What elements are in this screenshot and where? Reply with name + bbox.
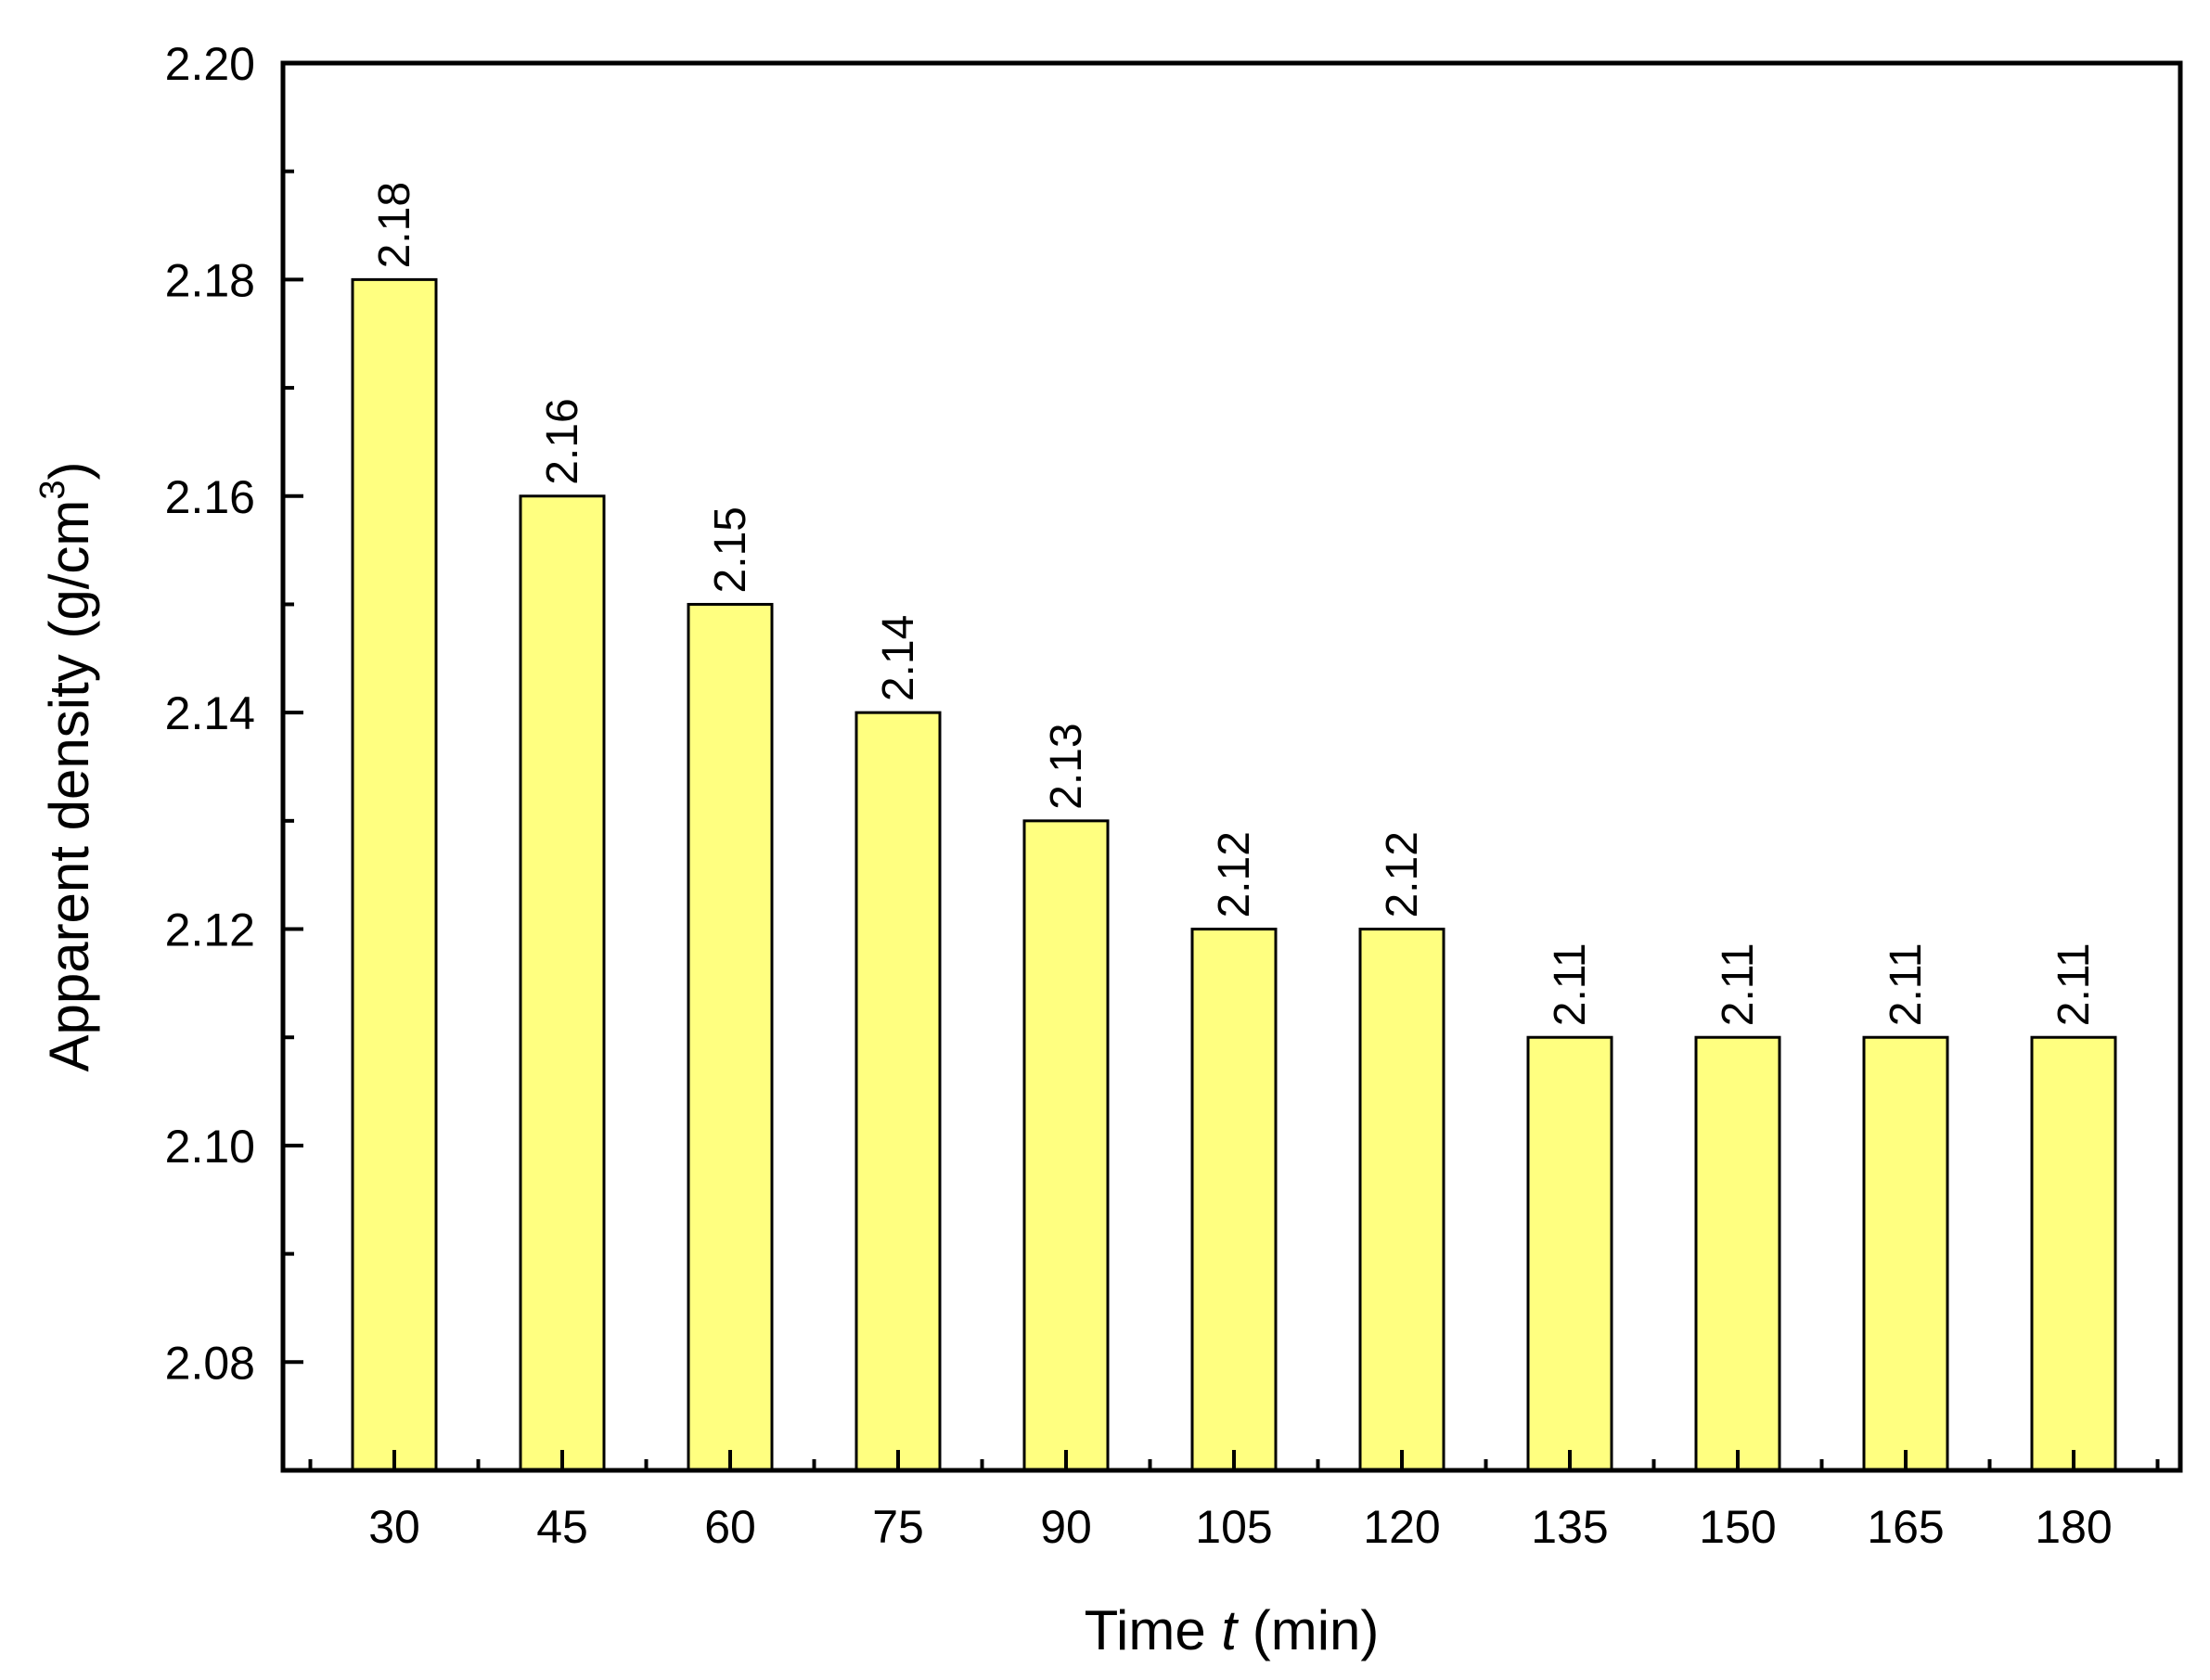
x-tick-labels-group: 30 45 60 75 90 105 120 135 150 165 180 [368, 1501, 2113, 1553]
x-tick-label: 120 [1363, 1501, 1440, 1553]
x-tick-label: 60 [704, 1501, 756, 1553]
y-axis-label-close: ) [38, 461, 100, 480]
plot-frame [280, 60, 2183, 1473]
x-tick-label: 45 [536, 1501, 588, 1553]
y-axis-label-superscript: 3 [33, 480, 72, 499]
bar-75 [854, 711, 942, 1472]
x-tick-label: 180 [2035, 1501, 2112, 1553]
bar-135 [1526, 1035, 1613, 1472]
x-axis-label: Time t (min) [1085, 1599, 1380, 1661]
x-tick-label: 150 [1699, 1501, 1776, 1553]
bar-45 [519, 494, 606, 1472]
y-tick-label: 2.14 [165, 687, 255, 739]
y-tick-label: 2.08 [165, 1337, 255, 1389]
bar-value-label-90: 2.13 [1042, 723, 1091, 809]
y-tick-labels-group: 2.08 2.10 2.12 2.14 2.16 2.18 2.20 [165, 38, 255, 1389]
bar-120 [1358, 928, 1445, 1472]
bar-value-label-30: 2.18 [370, 182, 419, 268]
bar-165 [1862, 1035, 1949, 1472]
bar-60 [687, 602, 774, 1472]
y-tick-label: 2.12 [165, 904, 255, 956]
bar-value-label-75: 2.14 [874, 615, 923, 701]
bar-150 [1694, 1035, 1781, 1472]
y-tick-label: 2.18 [165, 254, 255, 306]
bar-value-label-180: 2.11 [2049, 943, 2099, 1026]
x-tick-label: 165 [1867, 1501, 1944, 1553]
x-tick-label: 105 [1195, 1501, 1272, 1553]
bar-value-label-135: 2.11 [1546, 943, 1595, 1026]
bar-90 [1022, 819, 1110, 1472]
bar-30 [351, 277, 438, 1472]
y-tick-label: 2.20 [165, 38, 255, 90]
bar-105 [1190, 928, 1278, 1472]
x-tick-label: 75 [872, 1501, 924, 1553]
y-axis-label-main: Apparent density (g/cm [38, 500, 100, 1072]
bar-value-label-120: 2.12 [1378, 831, 1427, 917]
bar-value-label-45: 2.16 [538, 398, 587, 484]
bar-value-label-150: 2.11 [1714, 943, 1763, 1026]
bar-value-label-165: 2.11 [1882, 943, 1931, 1026]
bar-labels-group: 2.18 2.16 2.15 2.14 2.13 2.12 2.12 2.11 2.11 2.11… [370, 182, 2099, 1026]
x-axis-label-prefix: Time [1085, 1599, 1222, 1661]
x-tick-label: 90 [1040, 1501, 1092, 1553]
x-axis-label-suffix: (min) [1237, 1599, 1379, 1661]
bar-value-label-105: 2.12 [1210, 831, 1259, 917]
bar-180 [2030, 1035, 2117, 1472]
bar-value-label-60: 2.15 [706, 507, 755, 593]
y-tick-label: 2.10 [165, 1121, 255, 1173]
x-axis-label-variable: t [1221, 1599, 1239, 1661]
y-tick-label: 2.16 [165, 471, 255, 523]
bars-group [351, 277, 2117, 1472]
x-tick-label: 30 [368, 1501, 420, 1553]
x-tick-label: 135 [1531, 1501, 1608, 1553]
y-axis-label: Apparent density (g/cm3) [33, 461, 100, 1071]
